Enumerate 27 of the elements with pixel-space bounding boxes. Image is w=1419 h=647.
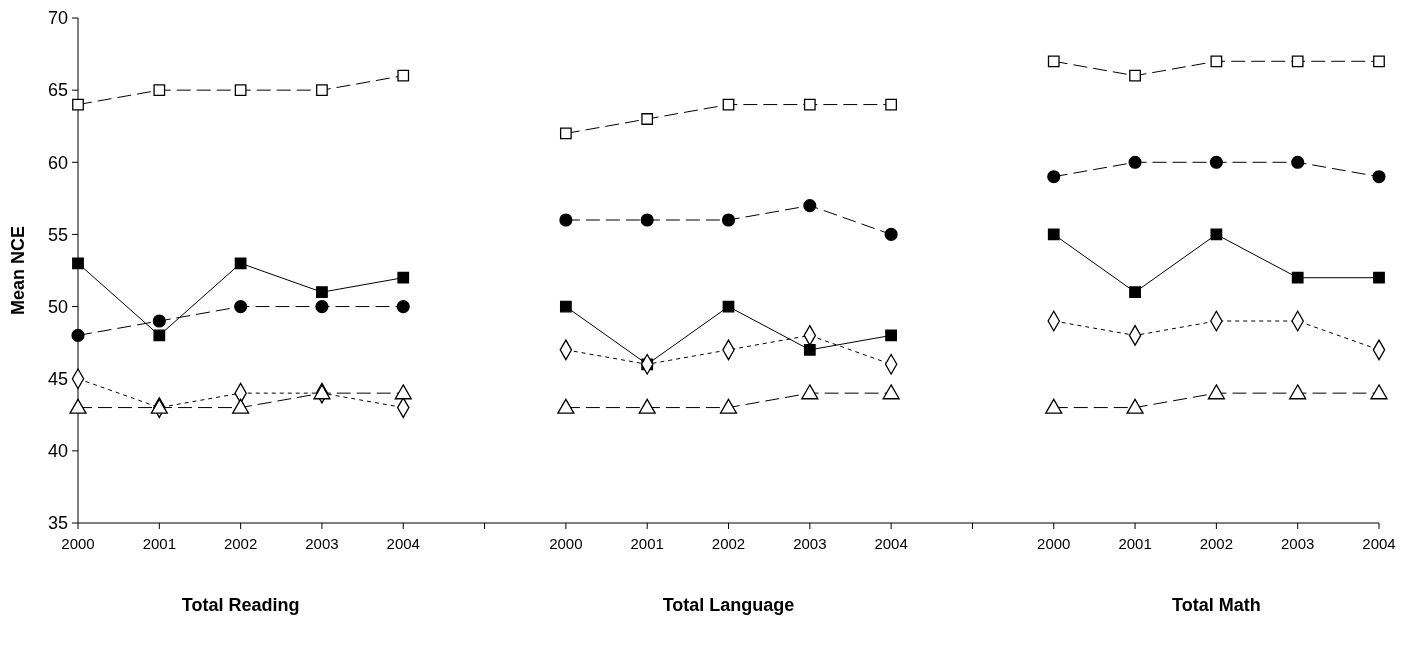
y-tick-label: 65 (47, 80, 68, 101)
y-tick-label: 55 (47, 224, 68, 245)
x-tick-label: 2000 (61, 535, 95, 552)
x-tick-label: 2000 (1037, 535, 1071, 552)
x-tick-label: 2004 (1362, 535, 1396, 552)
x-tick-label: 2003 (1281, 535, 1315, 552)
text: Total Reading (181, 595, 300, 615)
x-tick-label: 2004 (874, 535, 908, 552)
y-axis-title: Mean NCE (8, 225, 28, 316)
y-tick-label: 40 (47, 441, 68, 462)
text: Total Math (1172, 595, 1261, 615)
x-tick-label: 2004 (386, 535, 420, 552)
y-tick-label: 45 (47, 369, 68, 390)
x-tick-label: 2001 (1118, 535, 1152, 552)
x-tick-label: 2001 (142, 535, 176, 552)
y-tick-label: 50 (47, 296, 68, 317)
x-tick-label: 2003 (305, 535, 339, 552)
y-tick-label: 60 (47, 152, 68, 173)
x-tick-label: 2003 (793, 535, 827, 552)
x-tick-label: 2002 (1199, 535, 1234, 552)
x-tick-label: 2000 (549, 535, 583, 552)
x-tick-label: 2002 (223, 535, 258, 552)
text: Total Language (662, 595, 795, 615)
x-tick-label: 2002 (711, 535, 746, 552)
y-tick-label: 70 (47, 8, 68, 29)
x-tick-label: 2001 (630, 535, 664, 552)
y-tick-label: 35 (47, 513, 68, 534)
